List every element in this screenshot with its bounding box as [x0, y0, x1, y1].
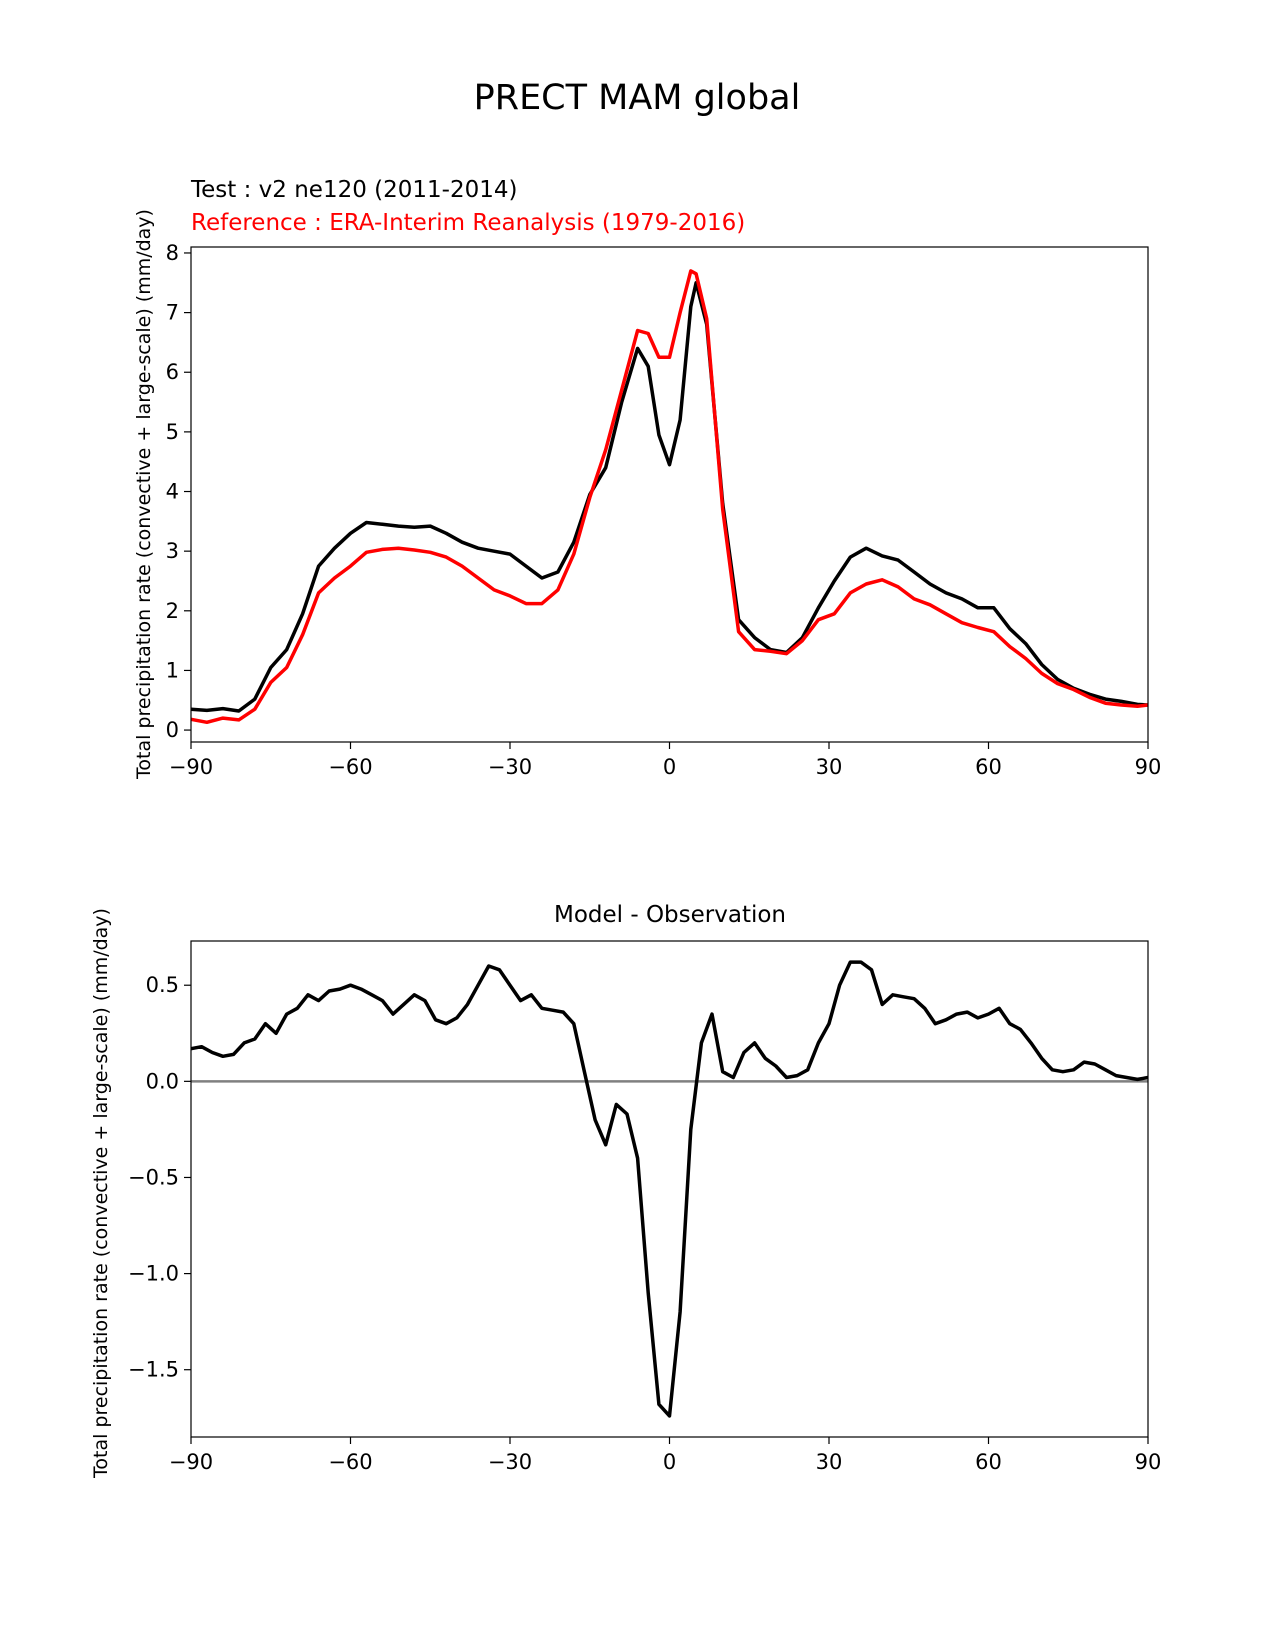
- x-tick-label: 60: [975, 755, 1002, 779]
- y-tick-label: −1.0: [128, 1262, 179, 1286]
- y-tick-label: 4: [166, 480, 179, 504]
- x-tick-label: −60: [328, 755, 372, 779]
- series-line-model-observation: [190, 960, 1149, 1418]
- x-tick-label: 0: [663, 1450, 676, 1474]
- x-tick-label: 30: [816, 755, 843, 779]
- x-tick-label: 30: [816, 1450, 843, 1474]
- top-plot-area: −90 −60 −30 0 30 60 90 0 1 2 3 4 5 6 7 8: [166, 241, 1162, 779]
- x-tick-label: −90: [169, 755, 213, 779]
- x-tick-label: 90: [1135, 755, 1162, 779]
- test-label: Test : v2 ne120 (2011-2014): [190, 177, 517, 203]
- y-tick-label: 0.5: [146, 973, 179, 997]
- y-tick-label: 2: [166, 599, 179, 623]
- bottom-panel: Model - Observation Total precipitation …: [90, 902, 1161, 1479]
- reference-label: Reference : ERA-Interim Reanalysis (1979…: [191, 210, 745, 236]
- series-line-test: [190, 281, 1149, 713]
- bottom-plot-area: −90 −60 −30 0 30 60 90 −1.5 −1.0 −0.5 0.0 0.5: [128, 940, 1162, 1474]
- y-tick-label: −1.5: [128, 1358, 179, 1382]
- y-tick-label: 0: [166, 718, 179, 742]
- y-tick-label: 5: [166, 420, 179, 444]
- x-tick-label: −60: [328, 1450, 372, 1474]
- x-tick-label: 0: [663, 755, 676, 779]
- bottom-y-axis-label: Total precipitation rate (convective + l…: [90, 908, 112, 1479]
- y-tick-label: 0.0: [146, 1069, 179, 1093]
- x-tick-label: 90: [1135, 1450, 1162, 1474]
- x-tick-label: −30: [488, 755, 532, 779]
- y-tick-label: 8: [166, 241, 179, 265]
- y-tick-label: 7: [166, 301, 179, 325]
- y-tick-label: 6: [166, 360, 179, 384]
- y-tick-label: 1: [166, 658, 179, 682]
- top-panel: Test : v2 ne120 (2011-2014) Reference : …: [133, 177, 1161, 780]
- y-tick-label: 3: [166, 539, 179, 563]
- bottom-title: Model - Observation: [554, 902, 786, 928]
- x-tick-label: −30: [488, 1450, 532, 1474]
- top-y-axis-label: Total precipitation rate (convective + l…: [133, 209, 155, 780]
- x-tick-label: −90: [169, 1450, 213, 1474]
- figure-title: PRECT MAM global: [474, 78, 801, 118]
- series-line-reference: [190, 269, 1149, 725]
- x-tick-label: 60: [975, 1450, 1002, 1474]
- y-tick-label: −0.5: [128, 1165, 179, 1189]
